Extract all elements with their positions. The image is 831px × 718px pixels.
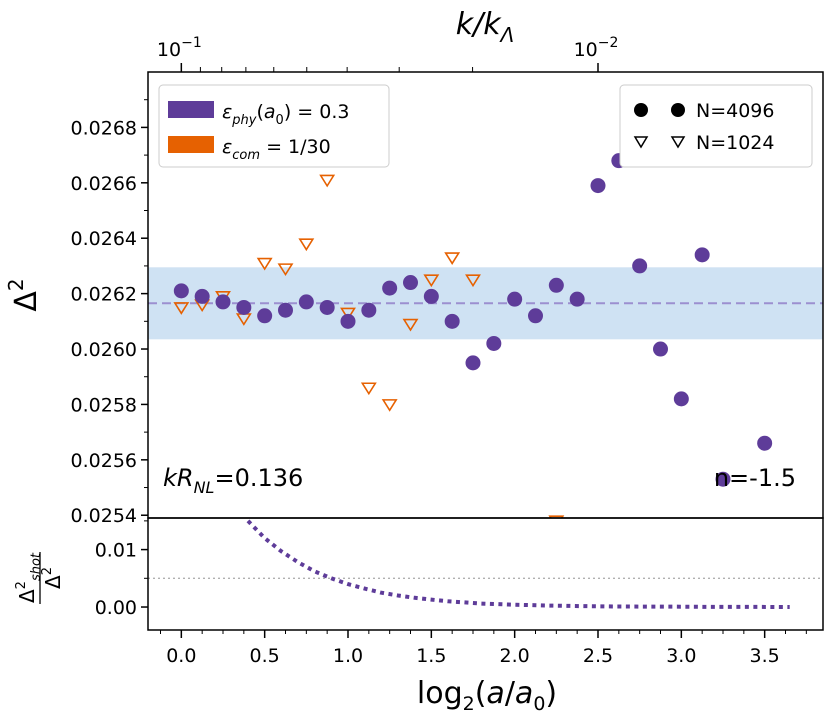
point-n1024 <box>423 274 440 288</box>
point-n4096 <box>653 341 668 357</box>
point-n1024 <box>548 515 565 518</box>
legend-left: εphy(a0) = 0.3 εcom = 1/30 <box>158 84 390 168</box>
main-y-tick-label: 0.0266 <box>71 173 137 195</box>
legend-swatch-purple <box>168 101 214 118</box>
lower-x-tick-label: 2.0 <box>500 645 530 667</box>
point-n4096 <box>569 291 585 307</box>
point-n4096 <box>340 313 356 329</box>
main-y-tick-label: 0.0254 <box>71 505 137 527</box>
point-n1024 <box>340 307 356 321</box>
main-y-tick-label: 0.0264 <box>71 228 137 250</box>
point-n4096 <box>257 308 273 324</box>
top-tick-label: 10−2 <box>574 35 619 61</box>
point-n1024 <box>465 274 481 288</box>
point-n4096 <box>298 294 314 310</box>
point-n4096 <box>528 308 543 324</box>
point-n4096 <box>694 247 710 263</box>
main-y-tick-label: 0.0262 <box>71 284 137 306</box>
lower-x-tick-label: 3.5 <box>750 645 780 667</box>
lower-x-tick-label: 1.0 <box>333 645 363 667</box>
point-n4096 <box>465 355 481 371</box>
main-y-tick-label: 0.0258 <box>71 394 137 416</box>
lower-y-ticks: 0.00 0.01 <box>95 520 148 619</box>
legend-label-n1024: N=1024 <box>696 132 775 154</box>
point-n4096 <box>757 435 773 451</box>
point-n1024 <box>298 238 315 252</box>
main-series-group <box>173 153 773 518</box>
lower-x-tick-label: 2.5 <box>583 645 613 667</box>
point-n4096 <box>173 283 189 299</box>
annotation-krnl: kRNL=0.136 <box>163 464 303 497</box>
legend-right: N=4096 N=1024 <box>619 84 813 168</box>
point-n1024 <box>256 257 273 271</box>
point-n1024 <box>319 174 336 188</box>
point-n4096 <box>507 291 523 307</box>
point-n4096 <box>215 294 231 310</box>
point-n4096 <box>278 302 293 318</box>
lower-axes-frame <box>147 517 824 631</box>
legend-right-frame <box>619 84 813 168</box>
point-n4096 <box>403 275 418 291</box>
point-n1024 <box>381 399 398 412</box>
point-n4096 <box>673 391 689 407</box>
point-n1024 <box>444 252 461 265</box>
lower-x-tick-label: 0.0 <box>166 645 196 667</box>
legend-marker-circle-1 <box>634 103 648 117</box>
main-y-tick-label: 0.0268 <box>71 117 137 139</box>
lower-x-tick-label: 1.5 <box>416 645 446 667</box>
point-n1024 <box>402 318 419 332</box>
point-n1024 <box>360 382 377 396</box>
shot-noise-curve <box>246 519 790 609</box>
legend-label-eps-phy: εphy(a0) = 0.3 <box>222 101 349 128</box>
legend-label-n4096: N=4096 <box>696 100 775 122</box>
point-n4096 <box>382 280 398 296</box>
point-n4096 <box>236 299 252 315</box>
point-n1024 <box>173 302 190 315</box>
legend-swatch-orange <box>168 136 214 153</box>
legend-marker-triangle-1 <box>633 136 649 149</box>
point-n4096 <box>361 302 377 318</box>
annotation-n: n=-1.5 <box>714 464 796 492</box>
main-y-tick-label: 0.0256 <box>71 450 137 472</box>
point-n4096 <box>194 288 210 304</box>
main-y-ticks: 0.0254 0.0256 0.0258 0.0260 0.0262 0.0264 0.02… <box>71 99 148 527</box>
top-tick-label: 10−1 <box>157 35 202 61</box>
point-n4096 <box>444 313 460 329</box>
legend-left-frame <box>158 84 390 168</box>
point-n1024 <box>277 263 294 277</box>
lower-y-tick-label: 0.01 <box>95 540 137 562</box>
point-n4096 <box>423 288 439 304</box>
main-y-axis-title: Δ2 <box>4 278 44 311</box>
point-n4096 <box>590 178 606 194</box>
top-x-ticks: 10−1 10−2 <box>157 35 618 72</box>
point-n4096 <box>548 277 564 293</box>
lower-x-tick-label: 3.0 <box>666 645 696 667</box>
point-n4096 <box>319 299 335 315</box>
point-n4096 <box>486 335 502 351</box>
lower-y-tick-label: 0.00 <box>95 597 137 619</box>
svg-text:Δ2: Δ2 <box>40 567 65 589</box>
lower-y-axis-title: Δ2shot Δ2 <box>14 552 65 604</box>
point-n4096 <box>715 471 731 487</box>
lower-x-tick-label: 0.5 <box>250 645 280 667</box>
legend-marker-circle-2 <box>671 103 685 117</box>
legend-label-eps-com: εcom = 1/30 <box>222 136 331 163</box>
legend-marker-triangle-2 <box>670 136 686 149</box>
lower-x-ticks: 0.0 0.5 1.0 1.5 2.0 2.5 3.0 3.5 <box>160 630 807 667</box>
main-y-tick-label: 0.0260 <box>71 339 137 361</box>
point-n4096 <box>632 258 648 274</box>
bottom-x-axis-title: log2(a/a0) <box>417 676 557 715</box>
top-axis-title: k/kΛ <box>456 7 515 47</box>
